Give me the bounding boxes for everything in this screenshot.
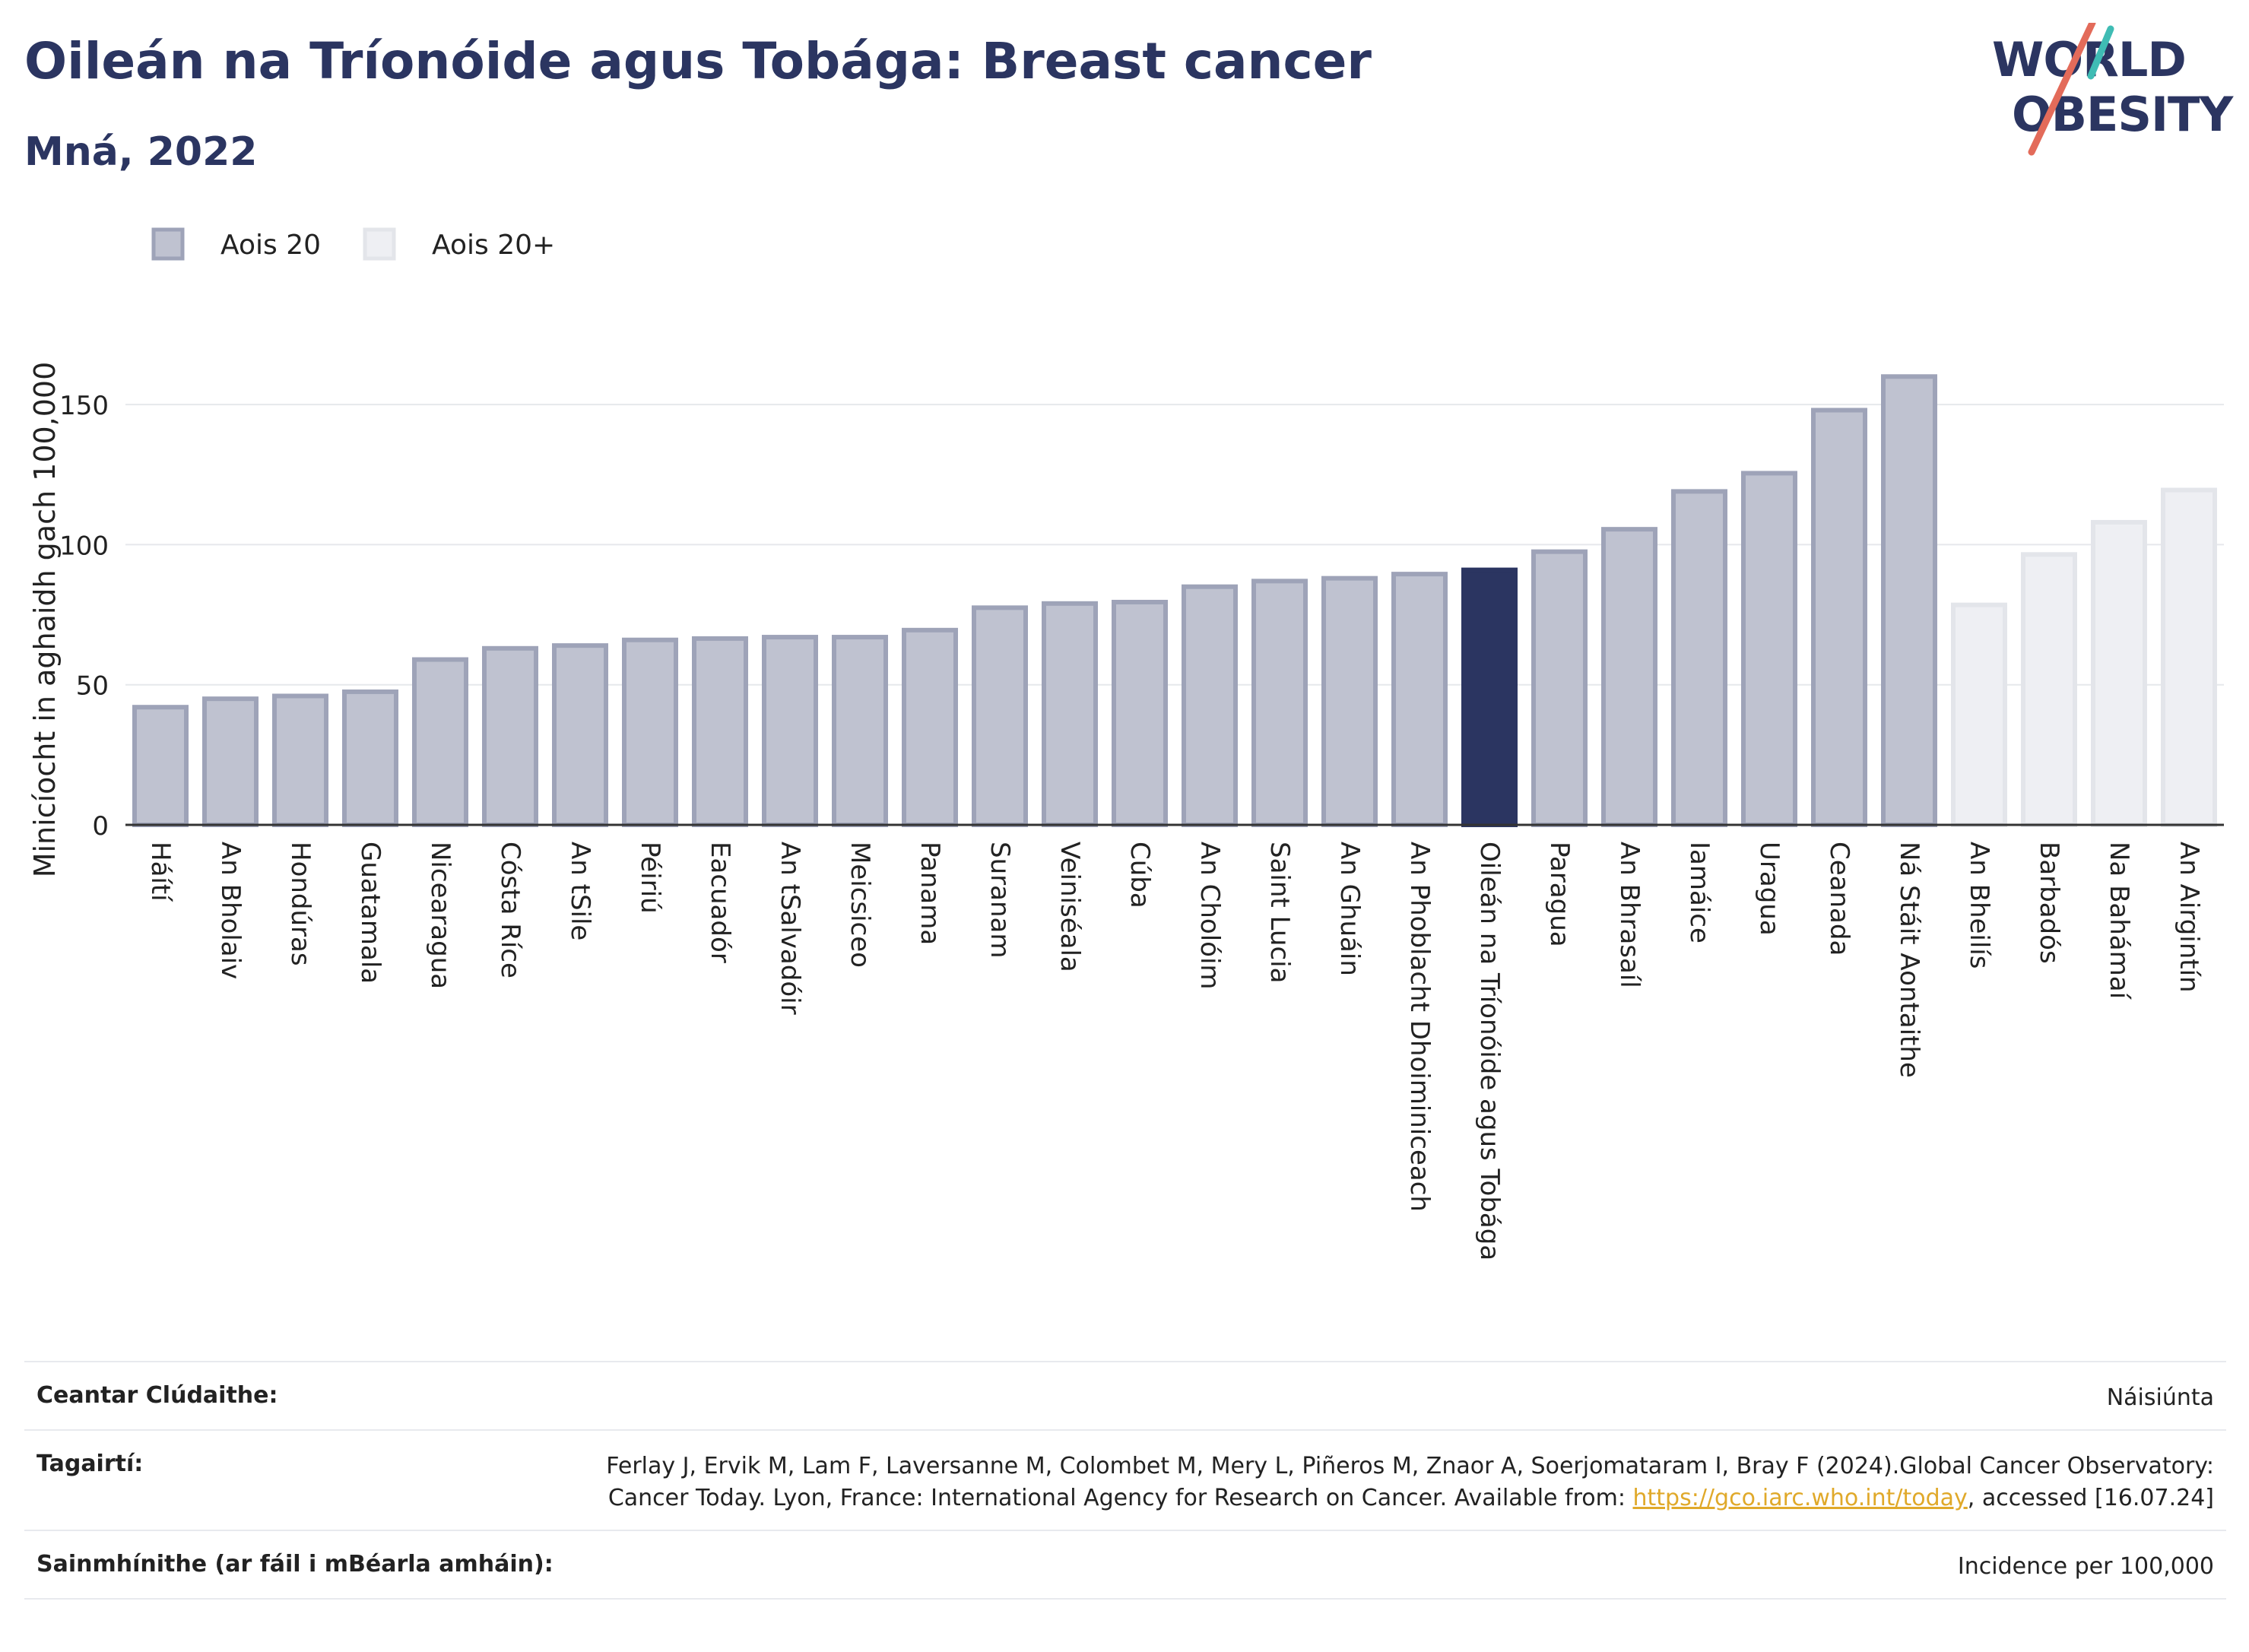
x-tick-label-27: An Bheilís xyxy=(1964,842,1994,969)
bar-13 xyxy=(972,605,1028,827)
gridlines xyxy=(125,404,2224,686)
legend-label-2: Aois 20+ xyxy=(432,230,555,261)
x-tick-label-2: An Bholaiv xyxy=(215,842,246,979)
bar-20 xyxy=(1461,567,1518,827)
x-tick-label-6: Cósta Ríce xyxy=(495,842,525,978)
x-tick-label-7: An tSile xyxy=(565,842,595,940)
bar-22 xyxy=(1601,527,1657,827)
bar-28 xyxy=(2021,552,2077,827)
x-tick-label-23: Iamáice xyxy=(1684,842,1715,943)
definitions-value: Incidence per 100,000 xyxy=(1957,1553,2214,1580)
x-tick-label-19: An Phoblacht Dhoiminiceach xyxy=(1404,842,1435,1212)
bar-19 xyxy=(1391,572,1448,827)
x-tick-label-25: Ceanada xyxy=(1824,842,1854,956)
x-tick-label-15: Cúba xyxy=(1124,842,1155,908)
bar-15 xyxy=(1112,599,1168,827)
x-tick-label-21: Paragua xyxy=(1544,842,1575,947)
logo-slash-teal-icon xyxy=(2087,25,2114,80)
footer-row-definitions: Sainmhínithe (ar fáil i mBéarla amháin):… xyxy=(24,1530,2226,1600)
references-text: Ferlay J, Ervik M, Lam F, Laversanne M, … xyxy=(606,1453,2214,1511)
x-tick-label-11: Meicsiceo xyxy=(845,842,875,968)
legend-swatch-2 xyxy=(363,227,396,261)
bar-8 xyxy=(622,637,678,827)
legend: Aois 20 Aois 20+ xyxy=(151,227,555,261)
logo-line-2: OBESITY xyxy=(2012,87,2234,142)
legend-label-1: Aois 20 xyxy=(220,230,321,261)
y-tick-label-100: 100 xyxy=(59,531,109,561)
bar-30 xyxy=(2161,487,2217,827)
bar-10 xyxy=(762,635,818,827)
logo-slash-red-icon xyxy=(2028,23,2096,156)
x-tick-label-4: Guatamala xyxy=(355,842,385,984)
bar-11 xyxy=(832,635,888,827)
x-tick-label-26: Ná Stáit Aontaithe xyxy=(1894,842,1924,1078)
footer-row-coverage: Ceantar Clúdaithe: Náisiúnta xyxy=(24,1361,2226,1429)
x-tick-label-9: Eacuadór xyxy=(705,842,735,963)
x-tick-label-18: An Ghuáin xyxy=(1334,842,1365,976)
coverage-label: Ceantar Clúdaithe: xyxy=(36,1382,278,1409)
legend-swatch-1 xyxy=(151,227,185,261)
bar-16 xyxy=(1182,584,1238,827)
bar-chart: 0 50 100 150 Minicíocht in aghaidh gach 100… xyxy=(28,227,2224,1260)
references-value: Ferlay J, Ervik M, Lam F, Laversanne M, … xyxy=(541,1451,2214,1514)
bar-9 xyxy=(692,636,748,828)
x-tick-label-28: Barbadós xyxy=(2034,842,2064,964)
references-label: Tagairtí: xyxy=(36,1451,144,1477)
x-tick-label-13: Suranam xyxy=(985,842,1015,958)
bar-14 xyxy=(1042,601,1098,827)
bar-3 xyxy=(272,693,328,828)
x-tick-label-10: An tSalvadóir xyxy=(775,842,805,1015)
y-axis-ticks: 0 50 100 150 xyxy=(59,391,109,842)
bar-23 xyxy=(1671,489,1727,827)
bar-21 xyxy=(1531,549,1588,827)
bar-26 xyxy=(1881,374,1937,828)
bar-7 xyxy=(552,643,608,827)
footer-row-references: Tagairtí: Ferlay J, Ervik M, Lam F, Lave… xyxy=(24,1429,2226,1530)
x-tick-label-20: Oileán na Tríonóide agus Tobága xyxy=(1474,842,1505,1260)
x-tick-label-29: Na Bahámaí xyxy=(2104,842,2134,1000)
x-tick-label-24: Uragua xyxy=(1754,842,1784,936)
logo-line-1: WORLD xyxy=(1992,32,2186,87)
bar-1 xyxy=(132,705,189,828)
bars xyxy=(132,374,2217,828)
bar-17 xyxy=(1251,579,1308,827)
bar-29 xyxy=(2091,519,2147,827)
bar-25 xyxy=(1811,407,1867,827)
x-tick-label-14: Veiniséala xyxy=(1055,842,1085,972)
bar-24 xyxy=(1741,471,1797,827)
bar-4 xyxy=(342,689,398,828)
x-tick-label-30: An Airgintín xyxy=(2174,842,2204,993)
x-tick-label-3: Hondúras xyxy=(285,842,316,966)
bar-18 xyxy=(1321,576,1378,827)
y-tick-label-0: 0 xyxy=(92,811,109,842)
page-title: Oileán na Tríonóide agus Tobága: Breast … xyxy=(24,32,1372,90)
y-tick-label-50: 50 xyxy=(76,671,109,702)
x-axis-tick-labels: Háítí An Bholaiv Hondúras Guatamala Nicearag… xyxy=(145,842,2204,1260)
x-tick-label-16: An Cholóim xyxy=(1194,842,1225,990)
x-tick-label-12: Panama xyxy=(915,842,945,945)
coverage-value: Náisiúnta xyxy=(2106,1384,2214,1411)
page-subtitle: Mná, 2022 xyxy=(24,129,258,175)
y-tick-label-150: 150 xyxy=(59,391,109,421)
y-axis-label: Minicíocht in aghaidh gach 100,000 xyxy=(28,362,62,878)
world-obesity-logo: WORLD OBESITY xyxy=(1992,23,2235,156)
bar-6 xyxy=(482,645,538,827)
x-tick-label-17: Saint Lucia xyxy=(1264,842,1295,983)
footer-table: Ceantar Clúdaithe: Náisiúnta Tagairtí: F… xyxy=(24,1361,2226,1600)
references-suffix: , accessed [16.07.24] xyxy=(1967,1485,2214,1511)
bar-5 xyxy=(412,657,468,827)
x-tick-label-5: Nicearagua xyxy=(425,842,455,989)
x-tick-label-22: An Bhrasaíl xyxy=(1614,842,1645,988)
x-tick-label-1: Háítí xyxy=(145,842,176,902)
bar-2 xyxy=(202,696,259,828)
bar-12 xyxy=(902,627,958,827)
x-tick-label-8: Péiriú xyxy=(635,842,665,914)
definitions-label: Sainmhínithe (ar fáil i mBéarla amháin): xyxy=(36,1551,554,1577)
references-link[interactable]: https://gco.iarc.who.int/today xyxy=(1632,1485,1968,1511)
bar-27 xyxy=(1951,602,2007,828)
